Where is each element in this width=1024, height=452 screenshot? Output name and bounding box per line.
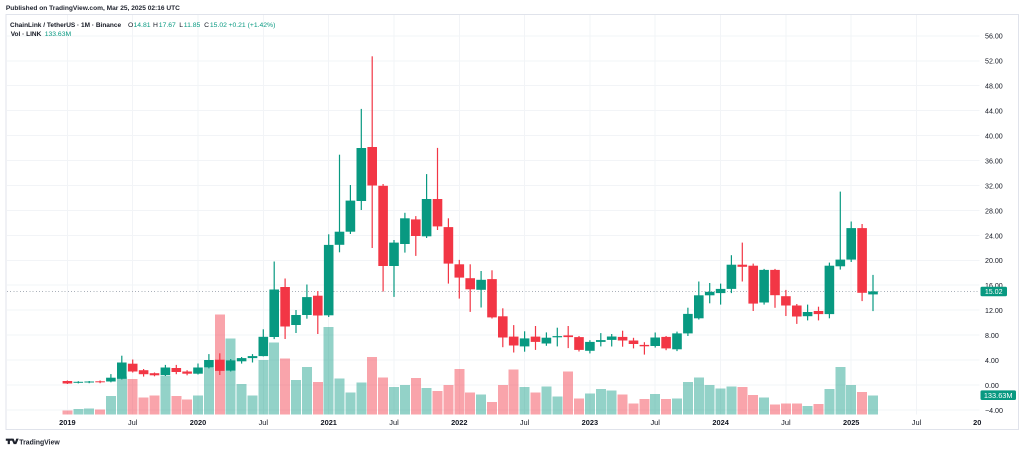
svg-text:133.63M: 133.63M (984, 391, 1013, 400)
svg-text:56.00: 56.00 (985, 33, 1003, 41)
svg-text:Jul: Jul (781, 418, 791, 427)
svg-text:Jul: Jul (259, 418, 269, 427)
svg-text:Jul: Jul (520, 418, 530, 427)
svg-text:32.00: 32.00 (985, 182, 1003, 190)
svg-text:20: 20 (973, 418, 981, 427)
svg-text:8.00: 8.00 (985, 332, 999, 340)
svg-text:2021: 2021 (320, 418, 336, 427)
svg-text:15.02: 15.02 (985, 288, 1003, 296)
svg-text:11.85: 11.85 (184, 22, 201, 29)
svg-text:15.02: 15.02 (210, 22, 227, 29)
svg-text:4.00: 4.00 (985, 357, 999, 365)
svg-text:Published on TradingView.com,: Published on TradingView.com, Mar 25, 20… (6, 5, 180, 12)
svg-text:2019: 2019 (59, 418, 75, 427)
svg-text:Jul: Jul (389, 418, 399, 427)
svg-text:2020: 2020 (190, 418, 206, 427)
svg-text:+0.21 (+1.42%): +0.21 (+1.42%) (229, 22, 276, 29)
svg-text:16.00: 16.00 (985, 282, 1003, 290)
svg-text:Jul: Jul (912, 418, 922, 427)
svg-text:2022: 2022 (451, 418, 467, 427)
svg-text:2023: 2023 (582, 418, 598, 427)
svg-text:12.00: 12.00 (985, 307, 1003, 315)
svg-text:28.00: 28.00 (985, 207, 1003, 215)
svg-text:Jul: Jul (650, 418, 660, 427)
svg-text:2025: 2025 (843, 418, 859, 427)
svg-text:−4.00: −4.00 (985, 407, 1003, 415)
svg-text:14.81: 14.81 (134, 22, 151, 29)
svg-text:52.00: 52.00 (985, 58, 1003, 66)
svg-text:0.00: 0.00 (985, 382, 999, 390)
svg-text:Jul: Jul (128, 418, 138, 427)
svg-text:ChainLink / TetherUS · 1M · Bi: ChainLink / TetherUS · 1M · Binance (10, 22, 122, 29)
svg-text:TradingView: TradingView (19, 440, 60, 447)
svg-text:44.00: 44.00 (985, 108, 1003, 116)
svg-text:48.00: 48.00 (985, 83, 1003, 91)
svg-text:17.67: 17.67 (159, 22, 176, 29)
svg-text:40.00: 40.00 (985, 133, 1003, 141)
svg-text:20.00: 20.00 (985, 257, 1003, 265)
svg-text:C: C (204, 22, 209, 29)
svg-text:2024: 2024 (712, 418, 729, 427)
svg-text:Vol · LINK: Vol · LINK (11, 31, 42, 38)
svg-text:24.00: 24.00 (985, 232, 1003, 240)
svg-text:36.00: 36.00 (985, 157, 1003, 165)
svg-text:H: H (153, 22, 158, 29)
svg-text:133.63M: 133.63M (45, 31, 72, 38)
svg-text:L: L (179, 22, 183, 29)
svg-text:O: O (128, 22, 133, 29)
